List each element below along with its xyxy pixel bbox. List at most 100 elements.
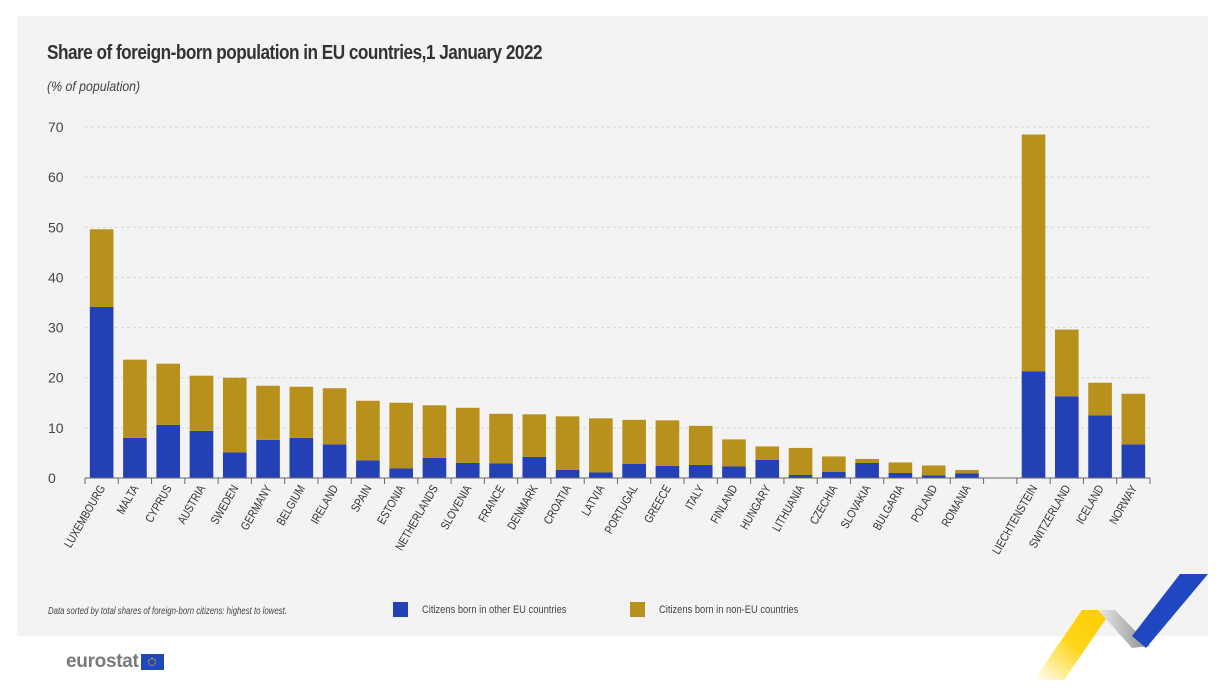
bar-segment-non-eu: [289, 386, 314, 438]
chart-title: Share of foreign-born population in EU c…: [47, 42, 543, 64]
legend-swatch-eu: [393, 602, 408, 617]
chart-subtitle: (% of population): [47, 78, 141, 94]
eu-flag-icon: [140, 654, 164, 670]
x-tick-label: HUNGARY: [738, 483, 774, 533]
x-axis: [84, 477, 1151, 484]
bar-segment-eu: [389, 468, 413, 478]
bar-segment-eu: [156, 424, 181, 478]
x-tick-label: BELGIUM: [275, 483, 309, 528]
bar-segment-non-eu: [855, 458, 879, 463]
bar-segment-non-eu: [555, 416, 580, 470]
bar-segment-eu: [1121, 444, 1146, 478]
bar-segment-eu: [822, 471, 846, 478]
x-tick-label: LATVIA: [580, 483, 608, 519]
x-tick-label: CYPRUS: [143, 483, 175, 525]
bar-segment-eu: [888, 472, 913, 478]
x-tick-label: SLOVAKIA: [839, 483, 875, 532]
bar-segment-non-eu: [522, 414, 547, 457]
y-tick-label: 70: [48, 119, 64, 135]
bar-segment-non-eu: [455, 407, 480, 463]
x-tick-label: SPAIN: [349, 483, 375, 515]
bar-segment-eu: [289, 437, 314, 478]
bar-segment-eu: [222, 452, 247, 478]
bar-segment-eu: [688, 464, 713, 478]
x-tick-label: MALTA: [115, 483, 142, 517]
bar-segment-non-eu: [1054, 329, 1079, 397]
x-tick-label: PORTUGAL: [603, 483, 641, 536]
bar-segment-non-eu: [322, 388, 347, 445]
x-tick-label: GREECE: [642, 483, 674, 526]
bar-segment-eu: [955, 473, 979, 478]
bar-segment-non-eu: [156, 363, 181, 425]
bar-segment-non-eu: [1088, 382, 1112, 416]
x-tick-label: CZECHIA: [808, 483, 841, 527]
bar-segment-non-eu: [356, 400, 380, 461]
x-tick-label: DENMARK: [505, 483, 541, 533]
y-tick-label: 10: [48, 420, 64, 436]
y-tick-label: 50: [48, 219, 64, 235]
bar-segment-eu: [189, 430, 214, 478]
x-tick-label: FRANCE: [476, 483, 508, 525]
bars: [89, 134, 1146, 478]
bar-segment-non-eu: [655, 420, 680, 466]
x-tick-label: SWEDEN: [209, 483, 242, 527]
legend-item-non-eu: Citizens born in non-EU countries: [630, 602, 823, 617]
bar-segment-eu: [455, 462, 480, 478]
ribbon-decoration-icon: [1034, 574, 1208, 680]
bar-segment-eu: [256, 439, 280, 478]
bar-segment-non-eu: [222, 377, 247, 453]
x-tick-label: FINLAND: [708, 483, 740, 526]
x-tick-label: POLAND: [909, 483, 941, 525]
bar-segment-non-eu: [422, 405, 447, 458]
bar-segment-non-eu: [622, 419, 646, 464]
y-tick-label: 20: [48, 370, 64, 386]
legend-note: Data sorted by total shares of foreign-b…: [48, 606, 287, 617]
x-tick-label: GERMANY: [239, 483, 276, 533]
x-tick-label: SLOVENIA: [439, 483, 475, 533]
legend-label-non-eu: Citizens born in non-EU countries: [659, 603, 799, 616]
bar-segment-eu: [322, 444, 347, 478]
x-tick-label: ROMANIA: [939, 483, 974, 530]
bar-segment-non-eu: [722, 439, 746, 467]
x-tick-label: ESTONIA: [375, 483, 408, 527]
bar-segment-eu: [422, 457, 447, 478]
y-tick-label: 30: [48, 320, 64, 336]
bar-segment-eu: [89, 307, 114, 478]
bar-segment-non-eu: [788, 447, 813, 475]
bar-segment-eu: [522, 456, 547, 478]
bar-segment-non-eu: [1021, 134, 1046, 372]
bar-segment-non-eu: [1121, 393, 1146, 445]
legend-label-eu: Citizens born in other EU countries: [422, 603, 567, 616]
chart-panel: [17, 16, 1208, 636]
x-tick-label: NORWAY: [1107, 483, 1140, 527]
bar-segment-eu: [921, 475, 946, 478]
bar-segment-non-eu: [489, 413, 513, 464]
y-tick-label: 40: [48, 269, 64, 285]
x-tick-label: AUSTRIA: [176, 483, 209, 527]
bar-segment-non-eu: [189, 375, 214, 431]
x-tick-label: CROATIA: [542, 483, 575, 527]
bar-segment-eu: [655, 465, 680, 478]
x-tick-label: LITHUANIA: [770, 483, 807, 535]
x-tick-label: ICELAND: [1074, 483, 1107, 527]
bar-segment-eu: [123, 437, 147, 478]
legend-swatch-non-eu: [630, 602, 645, 617]
bar-segment-eu: [1021, 371, 1046, 478]
bar-segment-non-eu: [389, 402, 413, 469]
bar-segment-eu: [622, 463, 646, 478]
bar-segment-eu: [1088, 415, 1112, 478]
bar-segment-eu: [788, 474, 813, 478]
legend-item-eu: Citizens born in other EU countries: [393, 602, 592, 617]
bar-segment-non-eu: [89, 229, 114, 308]
bar-segment-eu: [855, 462, 879, 478]
bar-segment-non-eu: [589, 418, 613, 473]
x-tick-label: IRELAND: [309, 483, 342, 527]
x-tick-label: LUXEMBOURG: [62, 483, 108, 550]
eurostat-logo: eurostat: [66, 651, 164, 673]
bar-segment-non-eu: [256, 385, 280, 440]
bar-segment-non-eu: [822, 456, 846, 472]
bar-segment-non-eu: [921, 465, 946, 476]
bar-segment-eu: [589, 472, 613, 478]
bar-segment-non-eu: [755, 446, 780, 460]
